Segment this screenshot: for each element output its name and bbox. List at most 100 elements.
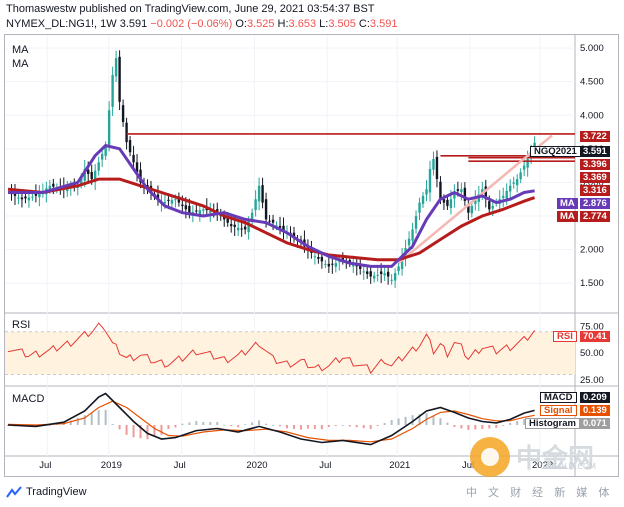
macd-histogram-bar	[188, 422, 191, 425]
macd-histogram-bar	[474, 425, 477, 430]
candle	[31, 192, 34, 201]
tag-last-price: 3.591	[580, 146, 610, 157]
macd-histogram-bar	[320, 425, 323, 430]
macd-histogram-bar	[509, 423, 512, 425]
candle-body	[463, 187, 467, 201]
macd-legend[interactable]: MACD	[12, 393, 45, 405]
candle-body	[163, 201, 167, 204]
tradingview-brand: TradingView	[26, 486, 87, 498]
price-tick-label: 4.000	[580, 110, 604, 121]
macd-histogram-bar	[453, 425, 456, 427]
candle-body	[442, 199, 446, 203]
candle-body	[100, 153, 104, 160]
candle	[512, 176, 515, 189]
candle-body	[488, 201, 491, 210]
macd-histogram-bar	[230, 425, 233, 426]
tag-ma-fast-value: 2.876	[580, 198, 610, 209]
candle-body	[386, 271, 390, 277]
macd-histogram-bar	[432, 415, 435, 425]
tag-signal-value: 0.139	[580, 405, 610, 416]
candle	[400, 248, 404, 276]
candle	[366, 265, 369, 279]
macd-histogram-bar	[272, 425, 275, 426]
time-tick-label: Jul	[462, 460, 474, 471]
candle-body	[481, 189, 484, 195]
candle-body	[320, 256, 324, 262]
candle-body	[338, 261, 341, 263]
candle-body	[188, 205, 191, 213]
candle	[13, 183, 17, 205]
candle-body	[48, 185, 52, 189]
watermark-subtitle: 中 文 财 经 新 媒 体	[466, 487, 614, 499]
candle	[435, 150, 439, 188]
macd-histogram-bar	[202, 422, 205, 425]
candle-body	[87, 169, 90, 175]
candle-body	[209, 210, 212, 213]
candle	[114, 50, 118, 83]
tradingview-footer[interactable]: TradingView	[6, 486, 87, 498]
macd-histogram-bar	[383, 423, 386, 425]
candle-body	[491, 205, 494, 209]
macd-histogram-bar	[516, 421, 519, 425]
watermark-text: 中金网	[516, 443, 594, 474]
candle	[393, 268, 397, 288]
candle	[369, 266, 372, 284]
candle-body	[17, 197, 20, 199]
macd-histogram-bar	[258, 420, 261, 425]
candle-body	[282, 225, 285, 231]
candle-body	[104, 145, 107, 156]
candle-body	[243, 226, 247, 230]
rsi-legend[interactable]: RSI	[12, 319, 31, 331]
price-tick-label: 1.500	[580, 278, 604, 289]
candle-body	[278, 225, 282, 228]
candle	[320, 251, 324, 269]
tag-ma-slow-value: 2.774	[580, 211, 610, 222]
candle	[107, 101, 111, 152]
ma-legend-2[interactable]: MA	[12, 58, 29, 70]
candle-body	[327, 263, 331, 267]
candle-body	[407, 238, 411, 246]
candle-body	[121, 105, 125, 122]
candle-body	[111, 74, 114, 107]
tag-level-3369: 3.369	[580, 172, 610, 183]
tag-ma-fast-name: MA	[557, 198, 578, 209]
macd-histogram-bar	[390, 420, 393, 425]
price-tick-label: 5.000	[580, 43, 604, 54]
macd-histogram-bar	[502, 425, 505, 426]
candle-body	[135, 162, 139, 173]
candle	[41, 183, 45, 198]
high-value: 3.653	[288, 18, 317, 30]
candle-body	[97, 162, 100, 171]
tag-macd-name: MACD	[540, 392, 577, 403]
open-value: 3.525	[246, 18, 275, 30]
macd-histogram-bar	[48, 425, 51, 426]
macd-histogram-bar	[369, 425, 372, 429]
candle-body	[411, 229, 414, 241]
candle	[372, 271, 376, 283]
candle-body	[509, 185, 512, 192]
time-tick-label: Jul	[39, 460, 51, 471]
ma-legend-1[interactable]: MA	[12, 44, 29, 56]
macd-histogram-bar	[223, 424, 226, 426]
candle	[209, 202, 212, 222]
candle-body	[324, 263, 327, 265]
candle-body	[400, 257, 404, 270]
macd-histogram-bar	[146, 425, 149, 440]
candle	[236, 220, 240, 237]
candle-body	[352, 264, 355, 267]
publish-info: Thomaswestw published on TradingView.com…	[6, 3, 375, 15]
candle	[38, 185, 41, 207]
candle-body	[125, 122, 128, 143]
candle	[383, 265, 386, 282]
macd-histogram-bar	[69, 420, 72, 425]
candle-body	[526, 158, 529, 168]
candle-body	[254, 199, 257, 210]
candle-body	[292, 232, 296, 238]
candle-body	[52, 183, 55, 187]
candle	[418, 197, 421, 221]
candle	[240, 221, 243, 237]
candle-body	[369, 271, 372, 277]
macd-histogram-bar	[104, 409, 107, 425]
chart-frame[interactable]	[4, 34, 619, 477]
